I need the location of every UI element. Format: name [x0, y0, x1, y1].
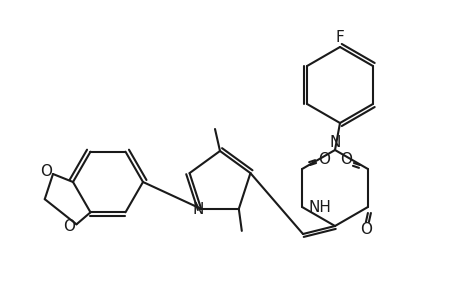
Text: O: O — [339, 152, 351, 166]
Text: N: N — [192, 202, 203, 217]
Text: O: O — [359, 221, 371, 236]
Text: N: N — [329, 134, 340, 149]
Text: O: O — [40, 164, 52, 179]
Text: NH: NH — [308, 200, 331, 214]
Text: O: O — [63, 219, 75, 234]
Text: O: O — [318, 152, 330, 166]
Text: F: F — [335, 29, 344, 44]
